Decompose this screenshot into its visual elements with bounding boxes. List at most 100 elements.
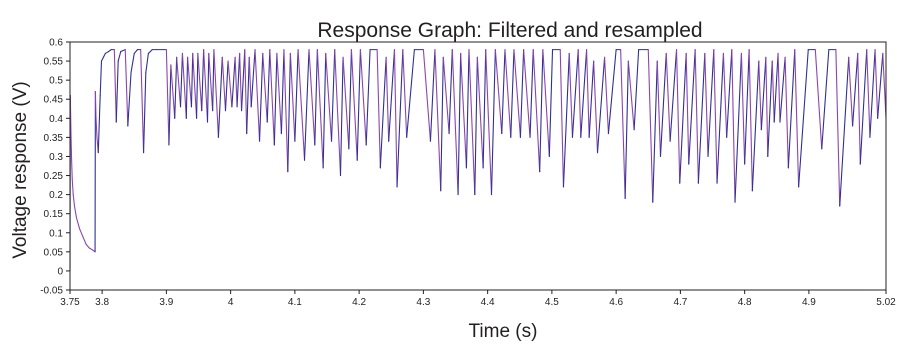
series-segment bbox=[294, 49, 299, 142]
series-segment bbox=[316, 49, 324, 169]
series-segment bbox=[440, 56, 444, 192]
series-segment bbox=[694, 49, 699, 184]
series-segment bbox=[262, 52, 268, 123]
series-segment bbox=[659, 52, 667, 158]
series-segment bbox=[697, 52, 706, 184]
series-segment bbox=[330, 49, 336, 142]
x-axis-label: Time (s) bbox=[469, 321, 538, 342]
series-segment bbox=[303, 49, 310, 161]
series-segment bbox=[269, 49, 275, 146]
y-axis-label: Voltage response (V) bbox=[10, 81, 31, 258]
series-segment bbox=[577, 49, 582, 138]
series-segment bbox=[342, 56, 350, 150]
series-segment bbox=[448, 49, 453, 135]
series-segment bbox=[874, 49, 879, 119]
series-segment bbox=[276, 52, 282, 135]
series-segment bbox=[143, 71, 147, 154]
series-segment bbox=[236, 52, 241, 108]
series-segment bbox=[422, 49, 432, 142]
series-segment bbox=[124, 49, 129, 127]
series-segment bbox=[869, 49, 876, 138]
series-segment bbox=[181, 52, 187, 119]
series-segment bbox=[266, 49, 271, 123]
series-segment bbox=[402, 49, 408, 138]
y-tick-label: 0 bbox=[57, 266, 63, 277]
series-segment bbox=[356, 49, 361, 161]
series-segment bbox=[607, 49, 617, 135]
series-segment bbox=[94, 91, 97, 119]
series-segment bbox=[716, 52, 724, 184]
series-segment bbox=[474, 56, 478, 196]
series-segment bbox=[147, 49, 153, 55]
x-tick-label: 3.8 bbox=[95, 297, 109, 308]
plot-frame bbox=[69, 41, 887, 291]
series-segment bbox=[72, 194, 76, 207]
series-segment bbox=[627, 60, 635, 131]
series-segment bbox=[468, 49, 476, 196]
series-segment bbox=[751, 60, 760, 192]
series-segment bbox=[767, 60, 773, 158]
series-segment bbox=[482, 49, 487, 169]
series-segment bbox=[75, 216, 81, 230]
series-segment bbox=[760, 56, 767, 131]
series-segment bbox=[231, 56, 236, 108]
series-segment bbox=[201, 49, 205, 112]
series-segment bbox=[519, 49, 525, 138]
series-segment bbox=[539, 49, 544, 173]
series-segment bbox=[117, 50, 122, 62]
series-segment bbox=[713, 49, 718, 184]
y-tick-label: 0.15 bbox=[44, 209, 64, 220]
series-segment bbox=[731, 49, 736, 203]
series-segment bbox=[379, 56, 387, 169]
series-segment bbox=[254, 49, 261, 142]
series-segment bbox=[365, 49, 371, 146]
series-segment bbox=[765, 56, 769, 158]
series-segment bbox=[588, 60, 595, 138]
series-segment bbox=[784, 56, 789, 169]
y-tick-label: 0.1 bbox=[49, 228, 63, 239]
series-segment bbox=[859, 49, 868, 165]
series-segment bbox=[388, 49, 396, 142]
series-segment bbox=[580, 49, 588, 138]
series-segment bbox=[190, 52, 194, 108]
x-tick-label: 3.75 bbox=[60, 297, 80, 308]
series-segment bbox=[675, 49, 681, 184]
y-tick-label: 0.25 bbox=[44, 171, 64, 182]
series-segment bbox=[740, 52, 746, 165]
y-tick-label: 0.2 bbox=[49, 190, 63, 201]
series-segment bbox=[234, 56, 238, 108]
series-segment bbox=[562, 52, 570, 188]
series-segment bbox=[726, 49, 733, 138]
series-segment bbox=[241, 49, 246, 112]
series-segment bbox=[71, 178, 74, 196]
series-segment bbox=[442, 56, 450, 135]
series-segment bbox=[212, 49, 215, 112]
series-segment bbox=[168, 64, 172, 146]
series-segment bbox=[203, 49, 209, 123]
x-tick-label: 4.8 bbox=[738, 297, 752, 308]
series-segment bbox=[434, 49, 442, 192]
series-segment bbox=[821, 49, 830, 150]
series-segment bbox=[258, 52, 264, 142]
series-segment bbox=[297, 49, 306, 161]
series-segment bbox=[104, 50, 110, 55]
series-segment bbox=[130, 52, 135, 74]
series-segment bbox=[359, 49, 367, 146]
y-tick-label: 0.4 bbox=[49, 114, 63, 125]
series-segment bbox=[857, 52, 861, 165]
series-segment bbox=[532, 49, 541, 173]
series-segment bbox=[707, 49, 715, 158]
series-segment bbox=[758, 60, 762, 131]
series-segment bbox=[176, 56, 182, 108]
series-segment bbox=[571, 49, 579, 138]
series-segment bbox=[244, 49, 248, 135]
series-segment bbox=[722, 52, 728, 138]
series-segment bbox=[490, 49, 496, 196]
series-segment bbox=[465, 49, 470, 169]
series-segment bbox=[273, 52, 278, 146]
series-segment bbox=[196, 52, 199, 119]
series-segment bbox=[593, 60, 599, 154]
series-segment bbox=[688, 49, 696, 165]
series-segment bbox=[79, 228, 84, 238]
series-segment bbox=[777, 52, 781, 123]
